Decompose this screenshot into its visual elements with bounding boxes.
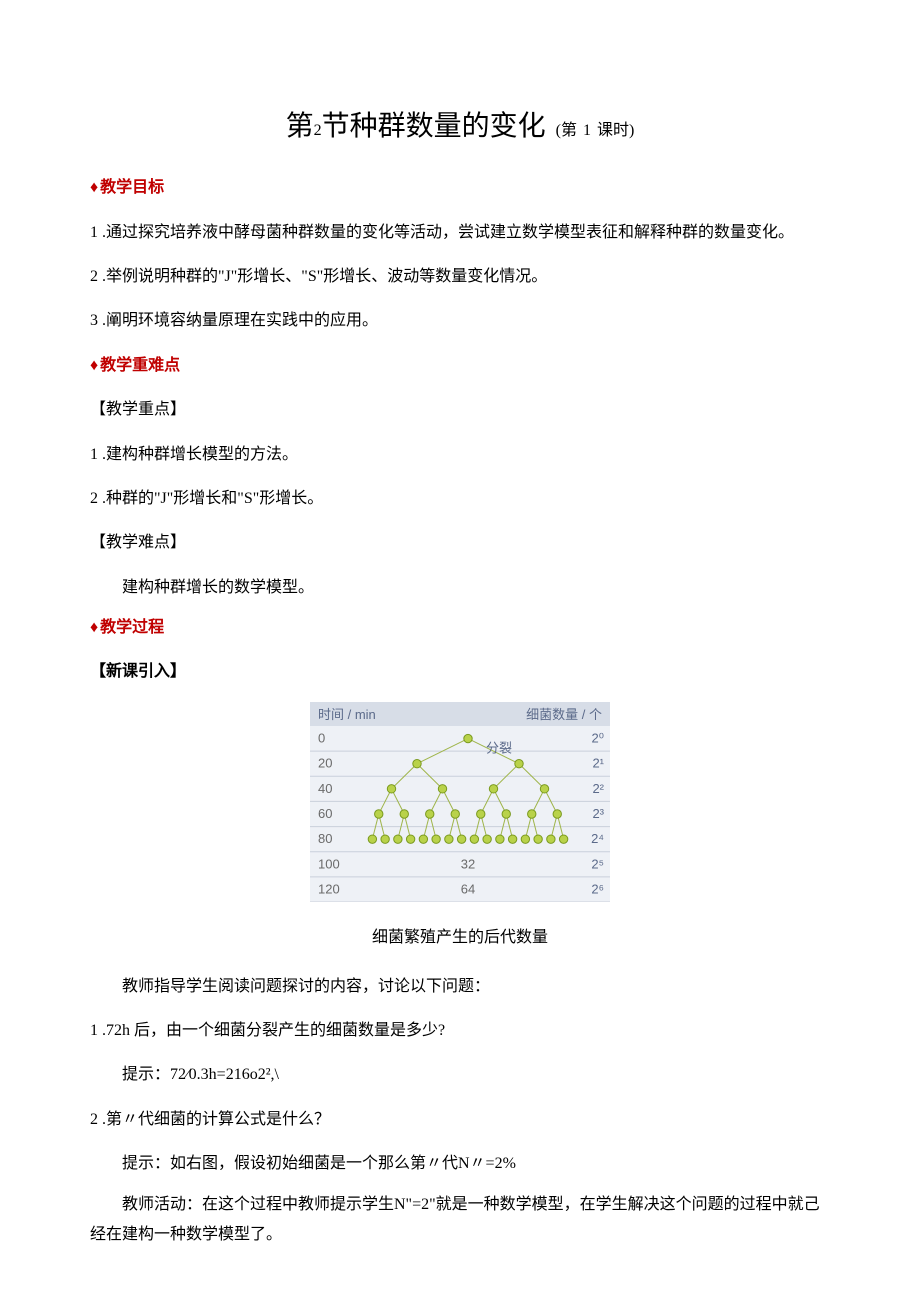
keypoint-difficult-header: 【教学难点】 (90, 528, 830, 558)
question-2: 2 .第〃代细菌的计算公式是什么？ (90, 1105, 830, 1135)
svg-text:120: 120 (318, 881, 340, 896)
title-section-number: 2 (314, 122, 322, 139)
svg-text:2²: 2² (592, 781, 604, 796)
title-suffix-close: 课时) (597, 122, 634, 139)
section-process-header: ♦教学过程 (90, 613, 830, 643)
svg-text:100: 100 (318, 856, 340, 871)
bacteria-tree-svg: 时间 / min 细菌数量 / 个 0 2⁰ 20 2¹ 40 2² 60 2³ 80 2⁴ 100 2⁵… (310, 702, 610, 902)
page-title: 第2节种群数量的变化 (第 1 课时) (90, 100, 830, 153)
question-1: 1 .72h 后，由一个细菌分裂产生的细菌数量是多少? (90, 1016, 830, 1046)
objective-item-3: 3 .阐明环境容纳量原理在实践中的应用。 (90, 306, 830, 336)
svg-text:60: 60 (318, 806, 332, 821)
keypoint-major-header: 【教学重点】 (90, 395, 830, 425)
svg-text:2⁶: 2⁶ (591, 881, 604, 896)
svg-text:20: 20 (318, 756, 332, 771)
svg-text:2¹: 2¹ (592, 756, 604, 771)
svg-text:细菌数量 / 个: 细菌数量 / 个 (526, 707, 602, 722)
objectives-label: 教学目标 (100, 179, 164, 196)
title-suffix-open: (第 (556, 122, 577, 139)
svg-text:80: 80 (318, 831, 332, 846)
title-lesson-number: 1 (583, 122, 591, 139)
svg-text:2⁴: 2⁴ (591, 831, 604, 846)
title-mid: 节种群数量的变化 (322, 111, 546, 142)
svg-text:40: 40 (318, 781, 332, 796)
page: 第2节种群数量的变化 (第1课时) ♦教学目标 1 .通过探究培养液中酵母菌种群… (0, 0, 920, 1314)
section-objectives-header: ♦教学目标 (90, 173, 830, 203)
title-prefix: 第 (286, 111, 314, 142)
discussion-lead: 教师指导学生阅读问题探讨的内容，讨论以下问题： (90, 972, 830, 1002)
svg-text:32: 32 (461, 856, 475, 871)
bacteria-figure: 时间 / min 细菌数量 / 个 0 2⁰ 20 2¹ 40 2² 60 2³ 80 2⁴ 100 2⁵… (90, 702, 830, 913)
question-1-hint: 提示：72⁄0.3h=216o2²,\ (90, 1060, 830, 1090)
keypoint-major-2: 2 .种群的"J"形增长和"S"形增长。 (90, 484, 830, 514)
svg-text:2⁰: 2⁰ (592, 730, 604, 745)
diamond-icon: ♦ (90, 179, 98, 196)
intro-header: 【新课引入】 (90, 657, 830, 687)
keypoint-difficult: 建构种群增长的数学模型。 (90, 573, 830, 603)
svg-text:2⁵: 2⁵ (591, 856, 604, 871)
objective-item-1: 1 .通过探究培养液中酵母菌种群数量的变化等活动，尝试建立数学模型表征和解释种群… (90, 218, 830, 248)
svg-text:时间 / min: 时间 / min (318, 707, 376, 722)
keypoints-label: 教学重难点 (100, 357, 180, 374)
keypoint-major-1: 1 .建构种群增长模型的方法。 (90, 440, 830, 470)
section-keypoints-header: ♦教学重难点 (90, 351, 830, 381)
process-label: 教学过程 (100, 619, 164, 636)
question-2-hint: 提示：如右图，假设初始细菌是一个那么第〃代N〃=2% (90, 1149, 830, 1179)
figure-caption: 细菌繁殖产生的后代数量 (90, 923, 830, 953)
svg-text:2³: 2³ (592, 806, 604, 821)
svg-text:64: 64 (461, 881, 475, 896)
svg-text:0: 0 (318, 730, 325, 745)
objective-item-2: 2 .举例说明种群的"J"形增长、"S"形增长、波动等数量变化情况。 (90, 262, 830, 292)
svg-text:分裂: 分裂 (486, 740, 512, 755)
diamond-icon: ♦ (90, 357, 98, 374)
diamond-icon: ♦ (90, 619, 98, 636)
teacher-activity: 教师活动：在这个过程中教师提示学生N"=2"就是一种数学模型，在学生解决这个问题… (90, 1190, 830, 1251)
